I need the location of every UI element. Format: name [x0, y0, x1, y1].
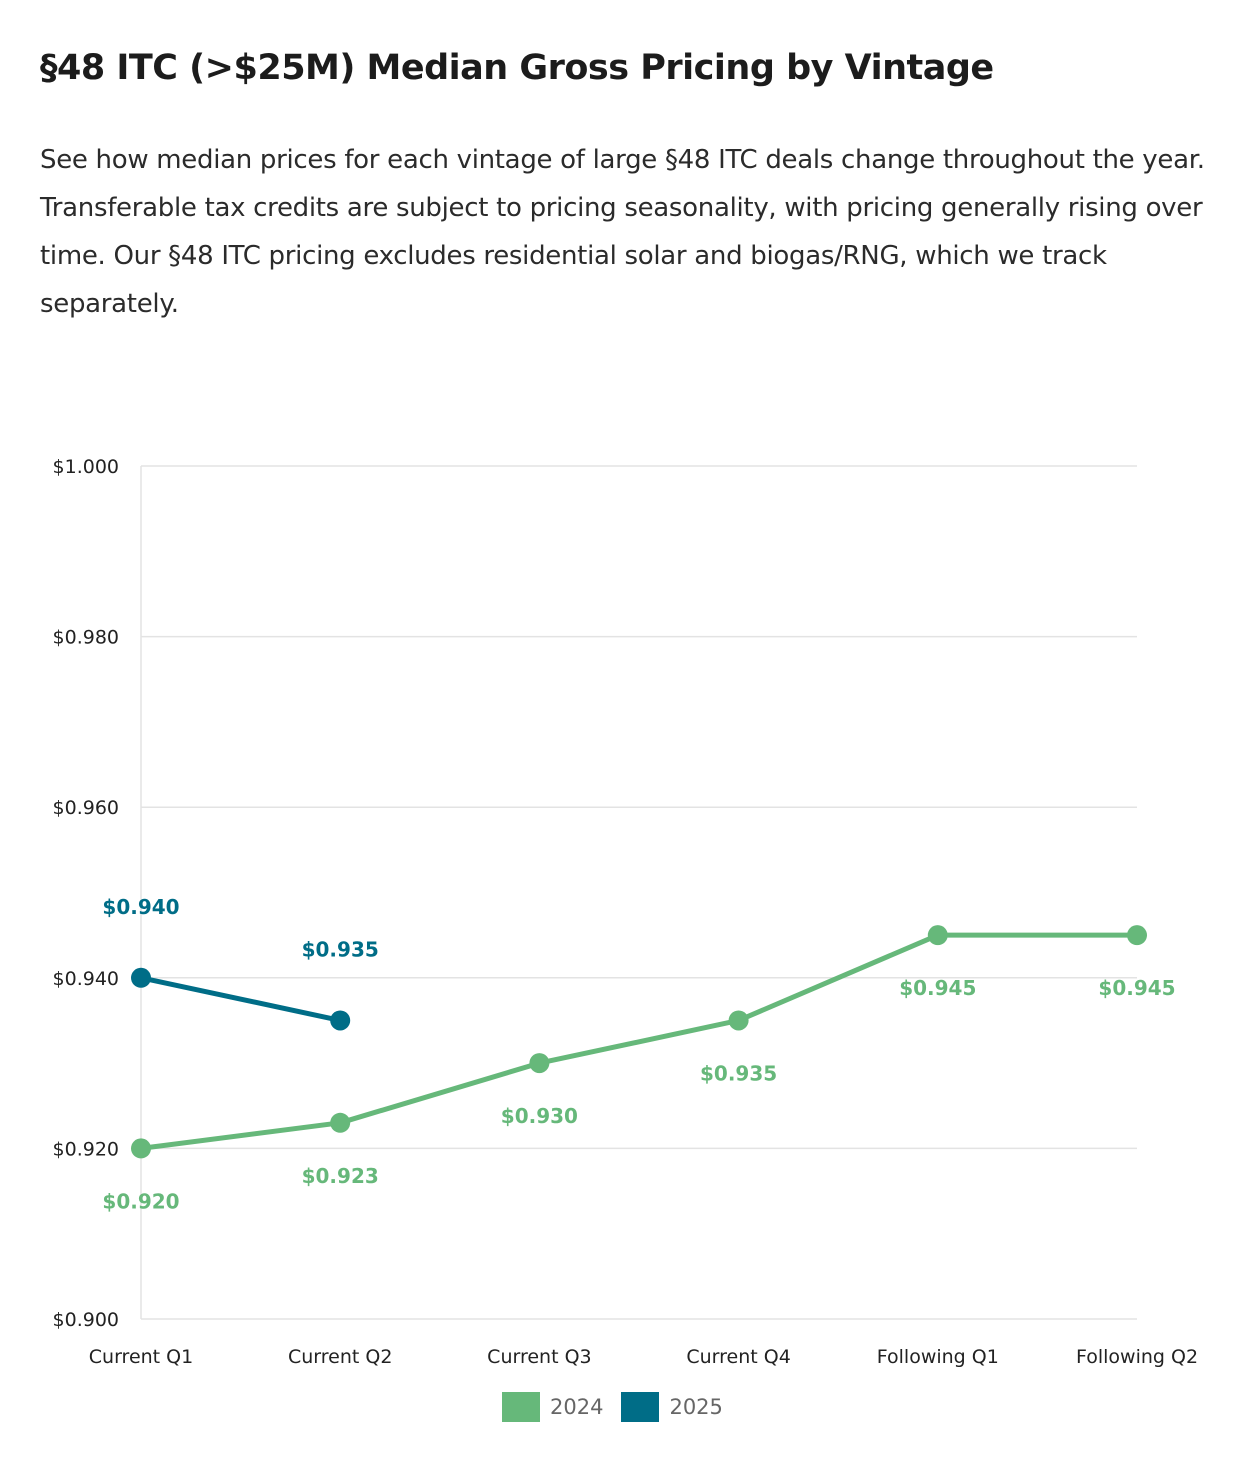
- data-label-2024: $0.945: [899, 976, 976, 1000]
- legend-label: 2025: [669, 1395, 723, 1419]
- y-tick-label: $0.980: [53, 627, 119, 649]
- data-point-2024: [728, 1010, 749, 1031]
- axes: $1.000 $0.980 $0.960 $0.940 $0.920 $0.900 Curr…: [53, 456, 1199, 1368]
- y-tick-label: $0.900: [53, 1309, 119, 1331]
- x-tick-label: Current Q1: [89, 1346, 193, 1368]
- legend-item-2025[interactable]: 2025: [621, 1392, 723, 1422]
- data-point-2024: [330, 1112, 351, 1133]
- y-tick-label: $0.960: [53, 797, 119, 819]
- data-label-2024: $0.945: [1098, 976, 1175, 1000]
- series-lines: [131, 925, 1147, 1159]
- gridlines: [141, 465, 1137, 1320]
- data-label-2025: $0.940: [102, 895, 179, 919]
- data-labels: $0.920 $0.923 $0.930 $0.935 $0.945 $0.945 $0.9…: [102, 895, 1175, 1214]
- data-label-2024: $0.935: [700, 1061, 777, 1085]
- legend-item-2024[interactable]: 2024: [502, 1392, 603, 1422]
- x-tick-label: Current Q2: [288, 1346, 392, 1368]
- data-point-2024: [529, 1053, 550, 1074]
- data-label-2025: $0.935: [302, 937, 379, 961]
- data-point-2024: [1127, 925, 1147, 946]
- y-tick-label: $1.000: [53, 456, 119, 478]
- chart-title: §48 ITC (>$25M) Median Gross Pricing by …: [40, 48, 994, 88]
- legend-swatch: [621, 1392, 660, 1422]
- data-point-2024: [927, 925, 948, 946]
- legend-label: 2024: [550, 1395, 604, 1419]
- x-tick-label: Following Q1: [877, 1346, 999, 1368]
- chart-legend: 2024 2025: [502, 1392, 741, 1422]
- series-line-2025: [138, 975, 343, 1023]
- data-point-2024: [131, 1138, 151, 1159]
- data-label-2024: $0.930: [501, 1104, 578, 1128]
- data-label-2024: $0.923: [302, 1164, 379, 1188]
- x-tick-label: Current Q4: [686, 1346, 790, 1368]
- x-tick-label: Current Q3: [487, 1346, 591, 1368]
- y-tick-label: $0.920: [53, 1138, 119, 1160]
- data-point-2025: [330, 1010, 351, 1031]
- data-label-2024: $0.920: [102, 1189, 179, 1213]
- line-chart: $1.000 $0.980 $0.960 $0.940 $0.920 $0.900 Curr…: [53, 456, 1199, 1368]
- data-point-2025: [131, 967, 151, 988]
- x-tick-label: Following Q2: [1076, 1346, 1198, 1368]
- y-tick-label: $0.940: [53, 968, 119, 990]
- chart-description: See how median prices for each vintage o…: [40, 145, 1205, 319]
- legend-swatch: [502, 1392, 540, 1422]
- series-line-2024: [138, 932, 1140, 1151]
